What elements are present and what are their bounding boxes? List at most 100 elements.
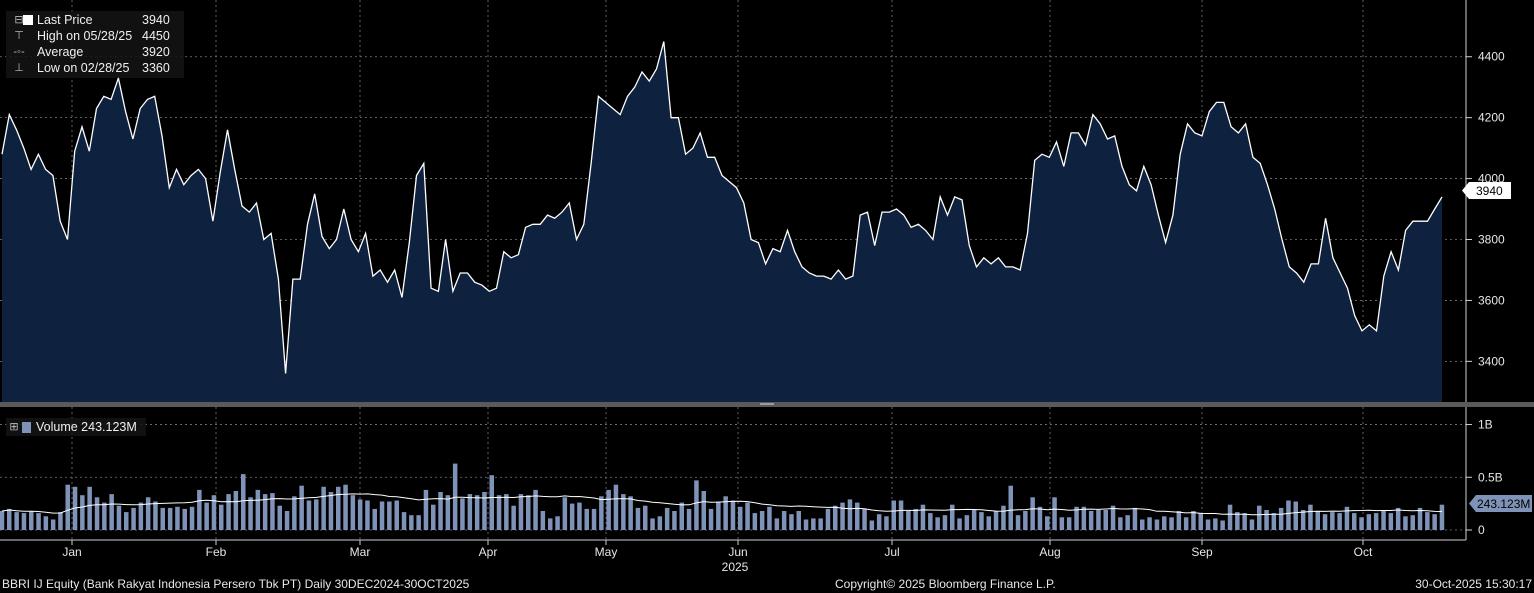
- legend-high-label: High on 05/28/25: [37, 29, 133, 43]
- volume-bar: [36, 513, 41, 530]
- volume-bar: [277, 505, 282, 530]
- legend-volume[interactable]: ⊞ Volume 243.123M: [6, 419, 146, 435]
- volume-bar: [818, 518, 823, 530]
- x-tick-label: Oct: [1354, 545, 1373, 559]
- x-year-label: 2025: [722, 560, 749, 574]
- volume-bar: [1337, 513, 1342, 530]
- volume-bar: [876, 514, 882, 530]
- x-tick-label: May: [595, 545, 618, 559]
- volume-bar: [745, 502, 750, 530]
- volume-bar: [1220, 520, 1225, 530]
- volume-bar: [160, 507, 165, 530]
- volume-bar: [906, 511, 911, 530]
- volume-bar: [365, 500, 370, 530]
- volume-bar: [599, 496, 604, 530]
- volume-bar: [1169, 517, 1174, 530]
- x-tick-label: Jan: [62, 545, 81, 559]
- volume-bar: [1381, 510, 1386, 530]
- volume-bar: [1425, 512, 1430, 530]
- legend-high: ⊤ High on 05/28/25 4450: [6, 28, 184, 44]
- volume-bar: [452, 463, 458, 530]
- price-last-value: 3940: [1476, 184, 1503, 198]
- volume-bar: [284, 511, 290, 530]
- volume-legend[interactable]: ⊞ Volume 243.123M: [6, 418, 146, 436]
- volume-bar: [1001, 505, 1006, 530]
- volume-bar: [1322, 514, 1328, 530]
- volume-bar: [796, 511, 801, 530]
- volume-bar: [460, 498, 465, 530]
- volume-bar: [643, 505, 648, 530]
- volume-bar: [1242, 513, 1247, 530]
- volume-bar: [504, 494, 509, 530]
- volume-bar: [1344, 506, 1350, 530]
- volume-bar: [145, 497, 151, 530]
- low-marker-icon: ⊥: [14, 62, 24, 74]
- volume-bar: [869, 520, 875, 530]
- volume-bar: [445, 495, 451, 530]
- volume-bar: [248, 497, 253, 530]
- volume-bar: [884, 516, 889, 530]
- volume-bar: [416, 515, 421, 530]
- volume-bar: [621, 494, 626, 530]
- volume-bar: [1264, 510, 1269, 530]
- volume-bar: [1191, 511, 1196, 530]
- legend-average-label: Average: [37, 45, 84, 59]
- volume-bar: [986, 516, 991, 530]
- volume-bar: [94, 497, 100, 530]
- volume-bar: [219, 504, 224, 530]
- legend-average-value: 3920: [142, 45, 170, 59]
- volume-bar: [957, 518, 962, 530]
- volume-bar: [299, 485, 304, 530]
- volume-bar: [1008, 485, 1013, 530]
- volume-bar: [1257, 505, 1262, 530]
- volume-bar: [855, 502, 860, 530]
- volume-bar: [1103, 510, 1108, 530]
- x-tick-label: Feb: [206, 545, 227, 559]
- price-legend[interactable]: ⊟ Last Price 3940 ⊤ High on 05/28/25 445…: [6, 11, 184, 78]
- legend-collapse-icon[interactable]: ⊟: [14, 14, 24, 26]
- volume-tick-label: 0: [1478, 523, 1485, 537]
- volume-bar: [7, 508, 12, 530]
- volume-bar: [489, 475, 494, 530]
- volume-bar: [357, 499, 363, 530]
- volume-bar: [840, 502, 845, 530]
- volume-bar: [1373, 513, 1379, 530]
- volume-bar: [803, 519, 809, 530]
- volume-bar: [138, 502, 144, 530]
- volume-bar: [0, 511, 5, 530]
- volume-bar: [540, 511, 546, 530]
- legend-last-price[interactable]: ⊟ Last Price 3940: [6, 12, 184, 28]
- divider-handle[interactable]: [760, 403, 774, 405]
- volume-bar: [723, 496, 728, 530]
- volume-bar: [394, 500, 399, 530]
- volume-bar: [708, 508, 714, 530]
- volume-bar: [1439, 504, 1445, 530]
- volume-bar: [950, 504, 955, 530]
- volume-legend-expand-icon[interactable]: ⊞: [9, 421, 19, 433]
- volume-bar: [672, 511, 677, 530]
- volume-bar: [14, 512, 19, 530]
- volume-bar: [1205, 519, 1211, 530]
- volume-bar: [526, 495, 531, 530]
- price-tick-label: 3400: [1478, 354, 1505, 368]
- volume-bar: [862, 508, 867, 530]
- volume-bar: [971, 510, 977, 530]
- volume-bar: [1081, 506, 1087, 530]
- volume-bar: [833, 505, 838, 530]
- volume-bar: [1403, 516, 1408, 530]
- volume-bar: [379, 501, 385, 530]
- volume-bar: [650, 518, 655, 530]
- volume-bar: [694, 480, 699, 530]
- volume-bar: [577, 502, 582, 530]
- volume-bar: [241, 474, 246, 530]
- volume-bar: [1066, 517, 1072, 530]
- volume-bar: [664, 507, 670, 530]
- volume-bar: [467, 494, 473, 530]
- volume-bar: [1088, 511, 1094, 530]
- volume-bar: [1293, 501, 1298, 530]
- volume-bar: [50, 519, 56, 530]
- volume-bar: [1140, 519, 1145, 530]
- volume-bar: [167, 507, 173, 530]
